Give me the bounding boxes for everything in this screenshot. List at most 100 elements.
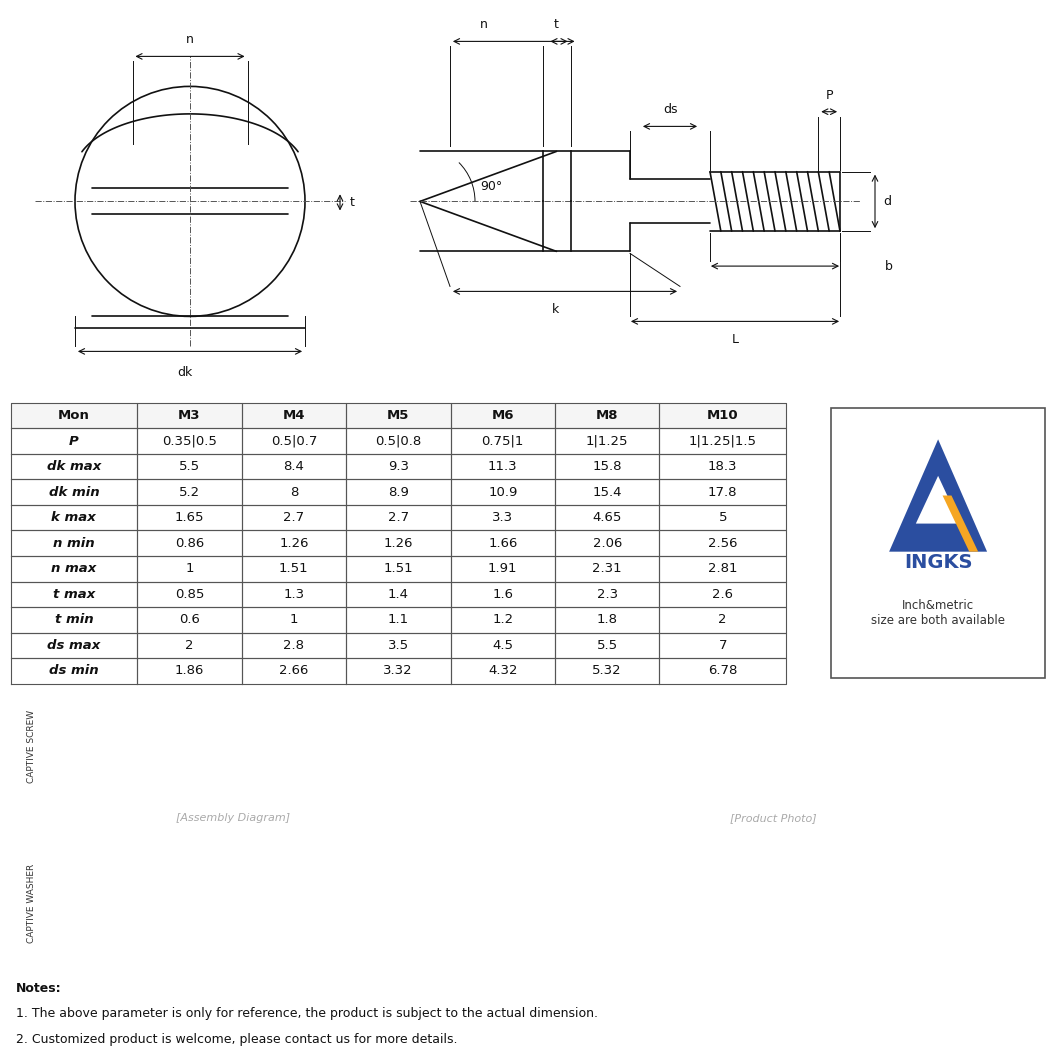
FancyBboxPatch shape	[659, 582, 787, 607]
Text: M4: M4	[283, 409, 305, 422]
FancyBboxPatch shape	[11, 428, 137, 454]
FancyBboxPatch shape	[555, 582, 659, 607]
Text: 0.75|1: 0.75|1	[481, 435, 524, 447]
FancyBboxPatch shape	[137, 505, 242, 530]
FancyBboxPatch shape	[659, 530, 787, 556]
Text: t min: t min	[54, 614, 93, 626]
FancyBboxPatch shape	[11, 479, 137, 505]
FancyBboxPatch shape	[242, 582, 346, 607]
Text: 3.5: 3.5	[388, 639, 409, 652]
Text: 0.35|0.5: 0.35|0.5	[162, 435, 217, 447]
Text: Mon: Mon	[58, 409, 90, 422]
FancyBboxPatch shape	[450, 505, 555, 530]
Text: 2.66: 2.66	[279, 665, 308, 677]
Polygon shape	[889, 439, 987, 551]
FancyBboxPatch shape	[346, 582, 450, 607]
FancyBboxPatch shape	[659, 556, 787, 582]
FancyBboxPatch shape	[659, 428, 787, 454]
Text: 0.5|0.8: 0.5|0.8	[375, 435, 422, 447]
Text: ds min: ds min	[49, 665, 99, 677]
Text: 5.5: 5.5	[179, 460, 200, 473]
FancyBboxPatch shape	[659, 454, 787, 479]
FancyBboxPatch shape	[11, 505, 137, 530]
FancyBboxPatch shape	[137, 658, 242, 684]
Text: 2: 2	[186, 639, 194, 652]
Text: 1.6: 1.6	[492, 588, 513, 601]
FancyBboxPatch shape	[555, 530, 659, 556]
Text: ds: ds	[662, 104, 677, 117]
Polygon shape	[916, 476, 960, 524]
FancyBboxPatch shape	[450, 582, 555, 607]
FancyBboxPatch shape	[242, 403, 346, 428]
Text: 1|1.25|1.5: 1|1.25|1.5	[689, 435, 757, 447]
Text: M5: M5	[387, 409, 409, 422]
FancyBboxPatch shape	[450, 530, 555, 556]
FancyBboxPatch shape	[137, 454, 242, 479]
Text: 4.65: 4.65	[593, 511, 622, 525]
FancyBboxPatch shape	[450, 403, 555, 428]
FancyBboxPatch shape	[242, 658, 346, 684]
Text: 4.5: 4.5	[492, 639, 513, 652]
Text: 0.6: 0.6	[179, 614, 199, 626]
Text: M8: M8	[596, 409, 618, 422]
FancyBboxPatch shape	[346, 403, 450, 428]
Text: 5.2: 5.2	[179, 485, 200, 498]
FancyBboxPatch shape	[346, 428, 450, 454]
Text: 1.3: 1.3	[283, 588, 304, 601]
Text: 3.3: 3.3	[492, 511, 513, 525]
FancyBboxPatch shape	[346, 658, 450, 684]
Text: n max: n max	[51, 562, 96, 576]
Text: dk min: dk min	[49, 485, 100, 498]
FancyBboxPatch shape	[450, 556, 555, 582]
Text: 2.7: 2.7	[283, 511, 304, 525]
Text: 7: 7	[719, 639, 727, 652]
Text: 2.56: 2.56	[708, 536, 738, 550]
FancyBboxPatch shape	[450, 633, 555, 658]
Text: k: k	[551, 303, 559, 316]
Text: 1.91: 1.91	[488, 562, 517, 576]
Text: 1.2: 1.2	[492, 614, 513, 626]
Text: 18.3: 18.3	[708, 460, 738, 473]
FancyBboxPatch shape	[659, 658, 787, 684]
Text: 0.85: 0.85	[175, 588, 204, 601]
FancyBboxPatch shape	[450, 607, 555, 633]
Text: 8.9: 8.9	[388, 485, 409, 498]
Text: 2: 2	[719, 614, 727, 626]
Text: n min: n min	[53, 536, 94, 550]
Text: 8: 8	[289, 485, 298, 498]
FancyBboxPatch shape	[450, 658, 555, 684]
FancyBboxPatch shape	[11, 556, 137, 582]
FancyBboxPatch shape	[242, 505, 346, 530]
FancyBboxPatch shape	[11, 658, 137, 684]
FancyBboxPatch shape	[346, 556, 450, 582]
FancyBboxPatch shape	[242, 454, 346, 479]
Text: 1|1.25: 1|1.25	[586, 435, 629, 447]
FancyBboxPatch shape	[555, 428, 659, 454]
Text: 1.51: 1.51	[279, 562, 308, 576]
FancyBboxPatch shape	[450, 479, 555, 505]
FancyBboxPatch shape	[11, 454, 137, 479]
Text: Notes:: Notes:	[16, 982, 61, 995]
FancyBboxPatch shape	[11, 530, 137, 556]
FancyBboxPatch shape	[346, 530, 450, 556]
Text: 1: 1	[289, 614, 298, 626]
Text: L: L	[731, 334, 739, 347]
FancyBboxPatch shape	[137, 479, 242, 505]
Text: 1.8: 1.8	[597, 614, 618, 626]
Text: 6.78: 6.78	[708, 665, 738, 677]
Text: 2.8: 2.8	[283, 639, 304, 652]
Text: 0.5|0.7: 0.5|0.7	[270, 435, 317, 447]
Text: 2.3: 2.3	[597, 588, 618, 601]
Text: M10: M10	[707, 409, 739, 422]
FancyBboxPatch shape	[555, 403, 659, 428]
FancyBboxPatch shape	[450, 428, 555, 454]
Text: 3.32: 3.32	[384, 665, 413, 677]
FancyBboxPatch shape	[450, 454, 555, 479]
Text: dk: dk	[177, 367, 193, 379]
FancyBboxPatch shape	[11, 607, 137, 633]
Text: 11.3: 11.3	[488, 460, 517, 473]
Text: 90°: 90°	[480, 180, 502, 193]
Text: 15.4: 15.4	[593, 485, 622, 498]
Text: 0.86: 0.86	[175, 536, 204, 550]
Polygon shape	[942, 495, 978, 551]
